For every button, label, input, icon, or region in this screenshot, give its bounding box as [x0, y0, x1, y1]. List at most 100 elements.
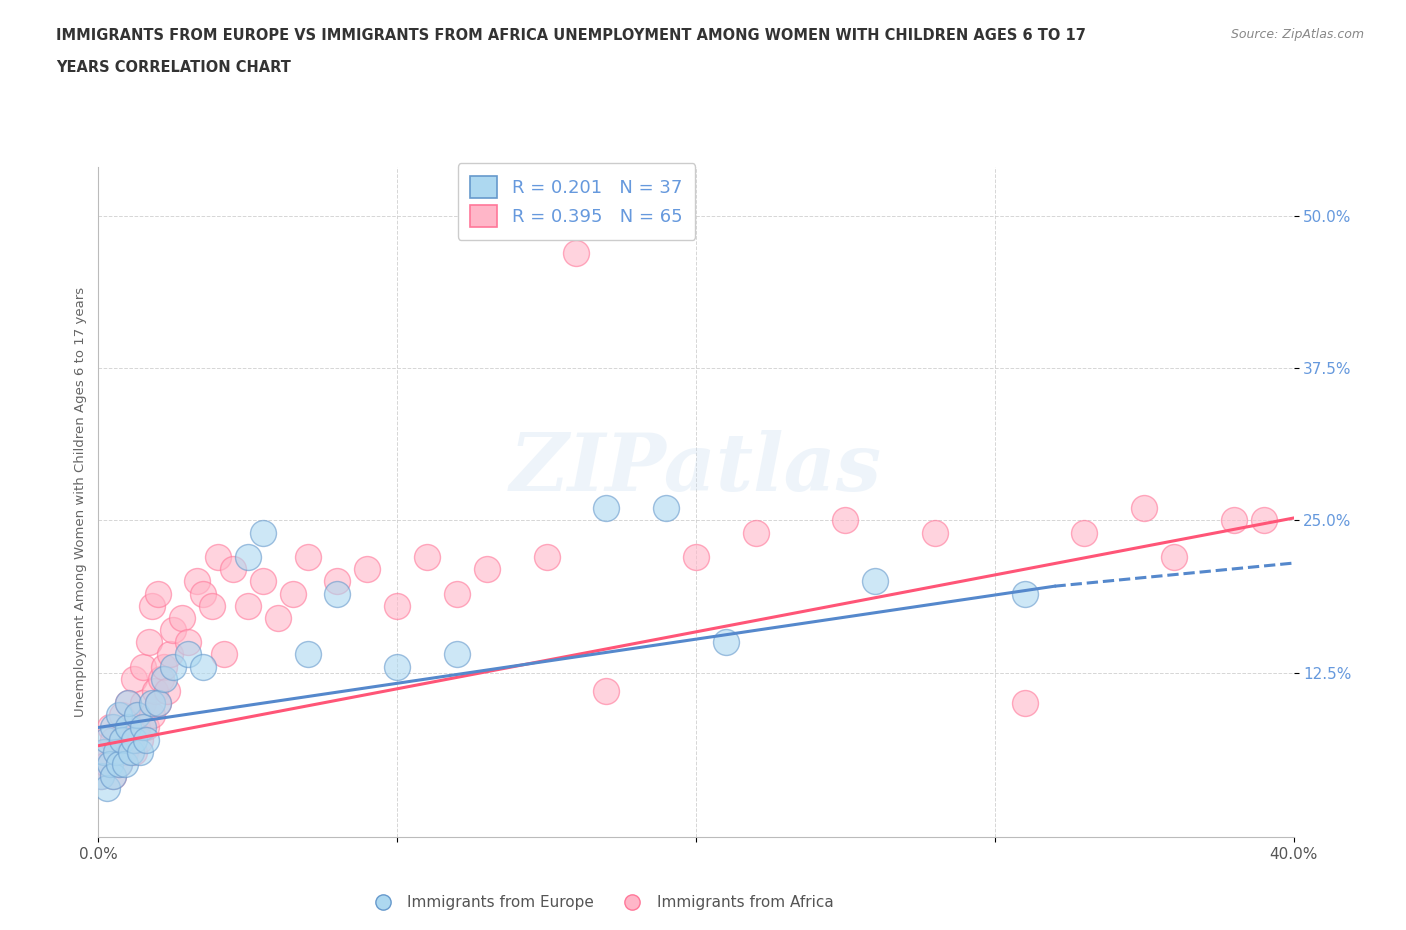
Point [117, 696, 139, 711]
Point [108, 756, 131, 771]
Point [135, 732, 157, 747]
Point [103, 769, 125, 784]
Point [114, 756, 136, 771]
Point [416, 550, 439, 565]
Point [236, 598, 259, 613]
Point [191, 659, 214, 674]
Point [446, 586, 468, 601]
Point [385, 598, 409, 613]
Point [1253, 513, 1275, 528]
Point [156, 684, 179, 698]
Point [108, 756, 131, 771]
Point [138, 635, 160, 650]
Point [222, 562, 245, 577]
Point [96, 756, 118, 771]
Point [141, 708, 163, 723]
Point [93, 744, 115, 759]
Point [90, 769, 112, 784]
Point [127, 708, 149, 723]
Point [297, 647, 319, 662]
Text: YEARS CORRELATION CHART: YEARS CORRELATION CHART [56, 60, 291, 75]
Point [162, 659, 184, 674]
Point [1073, 525, 1095, 540]
Point [1163, 550, 1185, 565]
Point [124, 744, 146, 759]
Point [1014, 696, 1036, 711]
Point [120, 744, 142, 759]
Point [96, 781, 118, 796]
Point [98, 756, 122, 771]
Point [141, 696, 163, 711]
Point [177, 647, 200, 662]
Point [96, 732, 118, 747]
Point [685, 550, 707, 565]
Point [135, 720, 157, 735]
Point [281, 586, 304, 601]
Point [1133, 501, 1156, 516]
Point [150, 671, 173, 686]
Point [124, 732, 146, 747]
Point [565, 246, 588, 260]
Point [105, 744, 128, 759]
Point [252, 525, 274, 540]
Point [236, 550, 259, 565]
Point [267, 610, 290, 625]
Y-axis label: Unemployment Among Women with Children Ages 6 to 17 years: Unemployment Among Women with Children A… [75, 287, 87, 717]
Text: Source: ZipAtlas.com: Source: ZipAtlas.com [1230, 28, 1364, 41]
Point [201, 598, 224, 613]
Point [595, 501, 617, 516]
Point [745, 525, 768, 540]
Point [132, 720, 155, 735]
Point [114, 744, 136, 759]
Point [865, 574, 887, 589]
Point [252, 574, 274, 589]
Point [834, 513, 856, 528]
Point [117, 720, 139, 735]
Point [120, 732, 142, 747]
Point [446, 647, 468, 662]
Point [326, 574, 349, 589]
Point [326, 586, 349, 601]
Point [475, 562, 498, 577]
Text: IMMIGRANTS FROM EUROPE VS IMMIGRANTS FROM AFRICA UNEMPLOYMENT AMONG WOMEN WITH C: IMMIGRANTS FROM EUROPE VS IMMIGRANTS FRO… [56, 28, 1085, 43]
Point [90, 769, 112, 784]
Point [111, 732, 134, 747]
Point [117, 720, 139, 735]
Point [191, 586, 214, 601]
Point [172, 610, 194, 625]
Point [356, 562, 378, 577]
Point [1223, 513, 1246, 528]
Point [117, 696, 139, 711]
Point [655, 501, 678, 516]
Point [385, 659, 409, 674]
Point [186, 574, 208, 589]
Point [127, 720, 149, 735]
Point [108, 708, 131, 723]
Point [124, 671, 146, 686]
Point [714, 635, 737, 650]
Point [153, 671, 176, 686]
Point [111, 732, 134, 747]
Point [924, 525, 946, 540]
Point [297, 550, 319, 565]
Point [1014, 586, 1036, 601]
Point [129, 744, 152, 759]
Point [129, 732, 152, 747]
Point [207, 550, 229, 565]
Point [132, 659, 155, 674]
Point [98, 720, 122, 735]
Point [159, 647, 181, 662]
Point [127, 708, 149, 723]
Legend: Immigrants from Europe, Immigrants from Africa: Immigrants from Europe, Immigrants from … [361, 889, 839, 916]
Text: ZIPatlas: ZIPatlas [510, 430, 882, 508]
Point [177, 635, 200, 650]
Point [132, 696, 155, 711]
Point [103, 732, 125, 747]
Point [153, 659, 176, 674]
Point [143, 684, 166, 698]
Point [148, 586, 170, 601]
Point [141, 598, 163, 613]
Point [162, 622, 184, 637]
Point [148, 696, 170, 711]
Point [111, 708, 134, 723]
